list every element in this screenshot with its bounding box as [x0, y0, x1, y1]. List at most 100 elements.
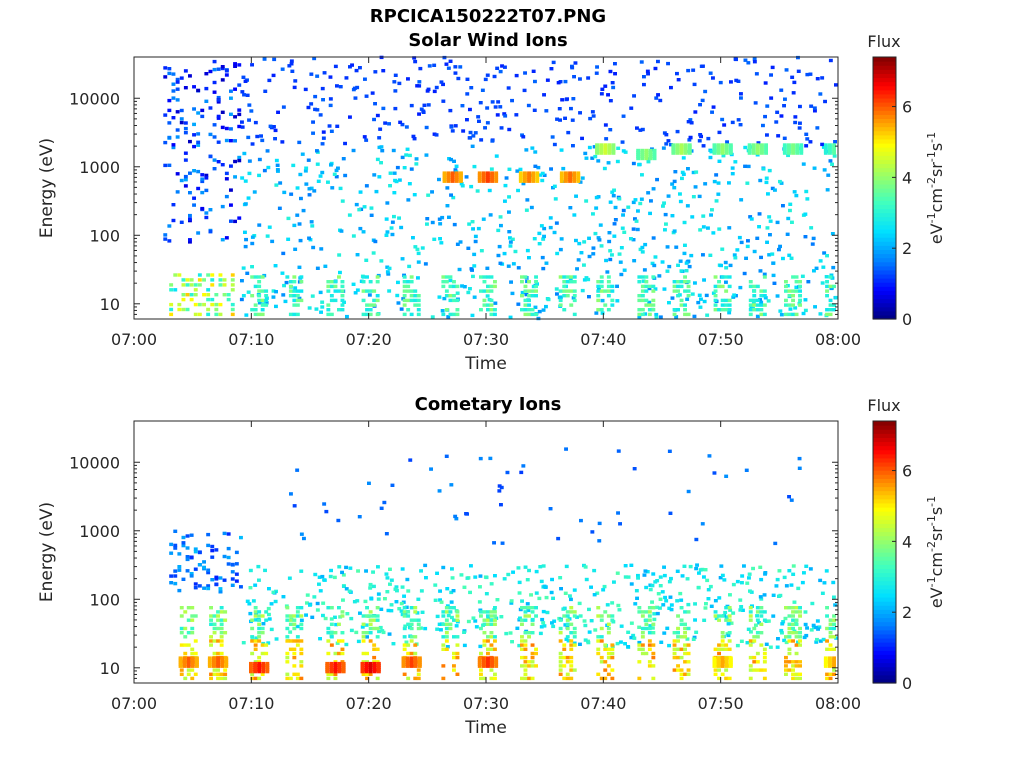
data-cell: [790, 220, 794, 224]
x-tick-label: 07:00: [111, 330, 157, 349]
data-cell: [748, 643, 753, 647]
data-cell: [768, 219, 773, 223]
data-cell: [393, 89, 398, 93]
data-cell: [340, 631, 345, 635]
data-cell: [717, 159, 722, 163]
data-cell: [320, 170, 325, 175]
data-cell: [667, 606, 672, 610]
data-cell: [791, 660, 795, 664]
x-tick-label: 07:10: [228, 694, 274, 713]
data-cell: [686, 660, 691, 664]
data-cell: [326, 308, 331, 312]
data-cell: [575, 615, 579, 619]
data-cell: [430, 315, 435, 319]
data-cell: [452, 655, 456, 660]
data-cell: [249, 665, 253, 670]
data-cell: [237, 108, 242, 112]
y-tick-label: 10000: [69, 89, 120, 108]
data-cell: [365, 275, 369, 279]
data-cell: [435, 571, 439, 575]
data-cell: [210, 273, 215, 277]
data-cell: [803, 308, 808, 313]
data-cell: [595, 149, 599, 153]
data-cell: [735, 248, 740, 252]
data-cell: [260, 672, 265, 676]
data-cell: [743, 164, 747, 168]
data-cell: [550, 135, 555, 139]
data-cell: [640, 173, 644, 177]
data-cell: [565, 655, 570, 660]
data-cell: [451, 589, 456, 593]
data-cell: [622, 268, 627, 272]
data-cell: [214, 548, 219, 552]
data-cell: [778, 179, 782, 184]
data-cell: [406, 298, 411, 303]
data-cell: [288, 630, 293, 634]
data-cell: [376, 669, 381, 674]
data-cell: [218, 576, 223, 580]
data-cell: [531, 179, 536, 183]
data-cell: [416, 294, 421, 298]
data-cell: [698, 228, 703, 232]
data-cell: [564, 564, 569, 569]
data-cell: [212, 123, 217, 127]
data-cell: [587, 607, 591, 612]
data-cell: [315, 162, 320, 166]
colorbar-segment: [873, 674, 896, 680]
data-cell: [672, 289, 677, 293]
data-cell: [599, 308, 604, 312]
data-cell: [190, 631, 195, 635]
data-cell: [638, 128, 643, 132]
data-cell: [724, 149, 729, 153]
data-cell: [651, 187, 656, 191]
data-cell: [477, 658, 482, 662]
data-cell: [413, 662, 418, 666]
colorbar-segment: [873, 159, 896, 165]
x-tick-label: 08:00: [815, 694, 861, 713]
data-cell: [620, 140, 625, 144]
data-cell: [290, 69, 295, 73]
data-cell: [679, 672, 684, 676]
data-cell: [765, 240, 769, 244]
data-cell: [723, 610, 728, 615]
colorbar-segment: [873, 310, 896, 316]
data-cell: [563, 591, 568, 595]
data-cell: [738, 123, 743, 127]
data-cell: [186, 643, 191, 647]
data-cell: [483, 77, 488, 82]
data-cell: [190, 626, 195, 631]
data-cell: [568, 177, 572, 181]
data-cell: [745, 581, 750, 585]
data-cell: [676, 635, 680, 639]
data-cell: [321, 136, 326, 140]
data-cell: [725, 140, 729, 144]
data-cell: [651, 664, 656, 668]
data-cell: [734, 78, 739, 83]
data-cell: [776, 637, 780, 641]
data-cell: [775, 577, 780, 582]
data-cell: [748, 215, 753, 219]
data-cell: [727, 606, 732, 610]
data-cell: [676, 289, 680, 293]
data-cell: [833, 603, 838, 607]
data-cell: [368, 289, 373, 293]
data-cell: [212, 658, 216, 662]
data-cell: [653, 255, 658, 259]
data-cell: [416, 597, 421, 601]
data-cell: [503, 183, 508, 188]
data-cell: [530, 610, 535, 614]
data-cell: [486, 289, 490, 293]
data-cell: [358, 190, 363, 194]
data-cell: [724, 662, 729, 666]
data-cell: [571, 296, 576, 300]
colorbar-segment: [873, 233, 896, 238]
data-cell: [229, 188, 233, 192]
data-cell: [475, 189, 480, 193]
data-cell: [530, 631, 535, 635]
data-cell: [825, 280, 829, 284]
data-cell: [683, 647, 687, 651]
data-cell: [212, 651, 217, 656]
data-cell: [599, 655, 604, 660]
data-cell: [372, 618, 377, 622]
data-cell: [163, 237, 168, 241]
